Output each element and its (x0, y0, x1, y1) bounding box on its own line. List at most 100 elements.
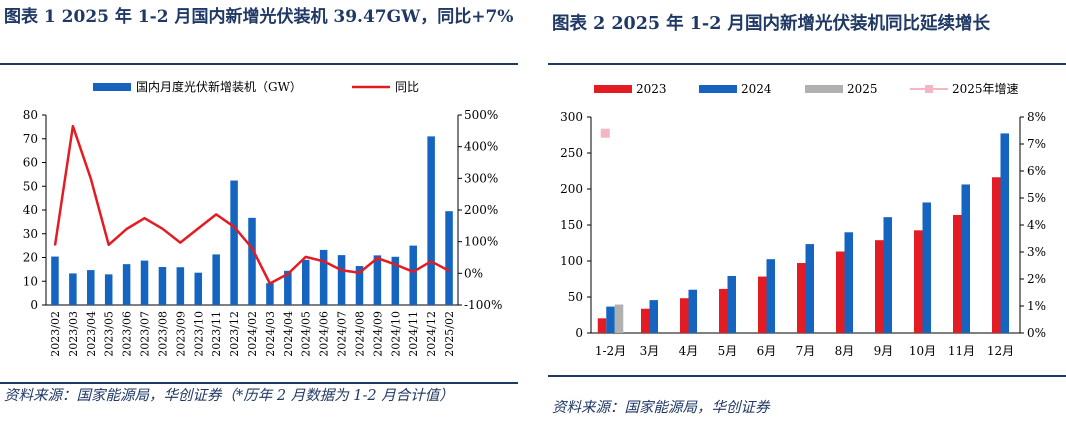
x-tick-label: 11月 (948, 344, 975, 358)
left-y-tick-label: 0 (575, 326, 583, 340)
bar (69, 273, 77, 305)
x-tick-label: 2023/12 (228, 311, 241, 357)
x-tick-label: 4月 (679, 344, 699, 358)
bar (391, 256, 400, 305)
bar (284, 270, 292, 305)
x-tick-label: 8月 (835, 344, 855, 358)
bar (194, 272, 203, 305)
bar (87, 270, 95, 305)
bar (301, 259, 310, 305)
legend-growth-label: 2025年增速 (952, 82, 1019, 96)
left-figure: 图表 1 2025 年 1-2 月国内新增光伏装机 39.47GW，同比+7% … (0, 0, 518, 439)
legend-growth-marker (925, 85, 933, 93)
bar (445, 211, 453, 305)
bar-2024 (1000, 133, 1009, 333)
bar-2024 (844, 232, 853, 333)
x-tick-label: 2023/03 (67, 311, 80, 357)
bar-2024 (649, 300, 658, 333)
bar (373, 255, 382, 305)
x-tick-label: 2024/10 (389, 311, 402, 357)
right-y-tick-label: 6% (1027, 164, 1046, 178)
left-plot-area: 0 10 20 30 40 50 60 70 80 -100% 0% 100% 200% 300% 400%… (23, 108, 503, 357)
x-tick-label: 2023/08 (156, 311, 169, 357)
right-y-tick-label: 7% (1027, 137, 1046, 151)
right-y-tick-label: 0% (1027, 326, 1046, 340)
right-y-tick-label: 1% (1027, 299, 1046, 313)
bar (266, 283, 274, 305)
x-tick-label: 2023/11 (210, 311, 223, 357)
bar (248, 217, 256, 305)
x-tick-label: 2024/03 (264, 311, 277, 357)
x-tick-label: 6月 (757, 344, 777, 358)
legend-bar-swatch (93, 83, 131, 91)
right-source-rule (548, 375, 1066, 377)
x-tick-label: 12月 (987, 344, 1014, 358)
legend-2024-swatch (699, 85, 737, 93)
bar-2024 (727, 275, 736, 333)
x-tick-label: 2023/05 (103, 311, 116, 357)
x-tick-label: 2023/09 (174, 311, 187, 357)
legend-2025-swatch (805, 85, 843, 93)
bar-2023 (836, 251, 845, 333)
bar-2023 (992, 177, 1001, 333)
legend-bar-label: 国内月度光伏新增装机（GW） (136, 79, 302, 94)
bar-2023 (875, 240, 884, 333)
bar-2024 (883, 217, 892, 333)
right-y-tick-label: -100% (464, 298, 502, 312)
x-tick-label: 5月 (718, 344, 738, 358)
legend-2024-label: 2024 (741, 82, 772, 96)
left-source-note: 资料来源：国家能源局，华创证券（*历年 2 月数据为 1-2 月合计值） (4, 388, 454, 404)
right-figure: 图表 2 2025 年 1-2 月国内新增光伏装机同比延续增长 2023 202… (548, 0, 1066, 439)
left-y-tick-label: 100 (560, 254, 583, 268)
growth-marker (600, 128, 610, 138)
bar (319, 249, 328, 305)
right-y-tick-label: 8% (1027, 110, 1046, 124)
bar-2025 (614, 304, 624, 333)
left-y-tick-label: 150 (560, 218, 583, 232)
right-y-tick-label: 400% (464, 140, 498, 154)
bar-2023 (719, 288, 728, 333)
x-tick-label: 2024/02 (246, 311, 259, 357)
legend-line-label: 同比 (395, 80, 419, 94)
bar (104, 274, 113, 305)
right-figure-title: 图表 2 2025 年 1-2 月国内新增光伏装机同比延续增长 (552, 14, 990, 34)
left-title-rule (0, 63, 518, 65)
right-y-tick-label: 500% (464, 108, 498, 122)
left-y-tick-label: 30 (23, 227, 38, 241)
right-y-tick-label: 0% (464, 266, 483, 280)
bar-2023 (597, 318, 607, 333)
right-source-note: 资料来源：国家能源局，华创证券 (552, 400, 770, 416)
legend-2023-swatch (594, 85, 632, 93)
left-y-tick-label: 250 (560, 146, 583, 160)
x-tick-label: 2024/06 (318, 311, 331, 357)
x-tick-label: 9月 (874, 344, 894, 358)
bar (212, 254, 220, 305)
left-y-tick-label: 0 (30, 298, 38, 312)
right-y-tick-label: 5% (1027, 191, 1046, 205)
x-tick-label: 2023/07 (139, 311, 152, 357)
bar (122, 264, 131, 305)
bar-2023 (641, 308, 650, 333)
x-tick-label: 2025/02 (443, 311, 456, 357)
bar-2023 (680, 298, 689, 333)
left-y-tick-label: 10 (23, 274, 38, 288)
x-tick-label: 2024/08 (353, 311, 366, 357)
bar (337, 255, 346, 305)
bar-2024 (766, 259, 775, 333)
bar-2024 (805, 244, 814, 333)
left-y-tick-label: 80 (23, 108, 38, 122)
left-y-tick-label: 60 (23, 156, 38, 170)
bar (355, 266, 364, 305)
left-figure-title: 图表 1 2025 年 1-2 月国内新增光伏装机 39.47GW，同比+7% (4, 7, 514, 27)
bar (158, 267, 167, 305)
legend-2025-label: 2025 (847, 82, 878, 96)
x-tick-label: 2024/12 (425, 311, 438, 357)
left-source-rule (0, 382, 518, 384)
x-tick-label: 2023/06 (121, 311, 134, 357)
right-legend: 2023 2024 2025 2025年增速 (594, 82, 1019, 96)
right-y-tick-label: 4% (1027, 218, 1046, 232)
bar (230, 180, 238, 305)
left-y-tick-label: 40 (23, 203, 38, 217)
bar-2024 (922, 202, 931, 333)
left-y-tick-label: 50 (23, 179, 38, 193)
